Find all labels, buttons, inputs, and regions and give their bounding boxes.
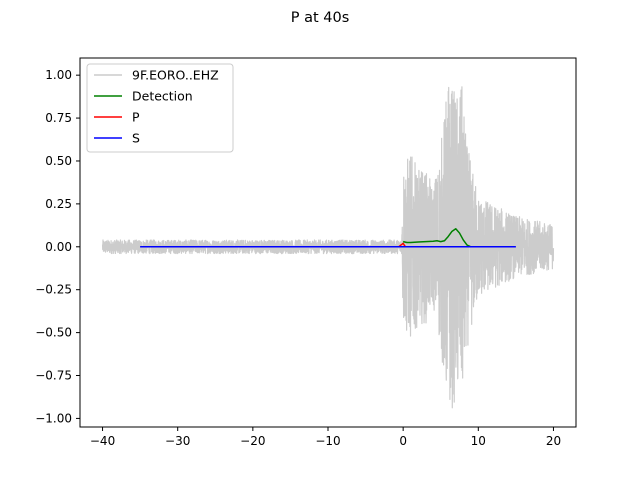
y-tick-label: 1.00 [45,68,72,82]
x-tick-label: −40 [90,434,115,448]
y-tick-label: −1.00 [35,411,72,425]
series-line-0 [101,86,555,409]
legend-label: Detection [132,89,193,104]
y-tick-label: −0.25 [35,283,72,297]
x-axis: −40 −30 −20 −10 0 10 20 [90,427,561,448]
legend: 9F.EORO..EHZ Detection PS [86,63,234,153]
x-tick-label: 10 [471,434,486,448]
x-tick-label: −10 [315,434,340,448]
y-tick-label: −0.50 [35,326,72,340]
legend-label: S [132,131,140,146]
y-tick-label: 0.75 [45,111,72,125]
chart-title: P at 40s [291,10,350,26]
x-tick-label: 0 [399,434,407,448]
x-tick-label: 20 [546,434,561,448]
series-line-1 [402,228,472,248]
x-tick-label: −20 [240,434,265,448]
y-tick-label: 0.50 [45,154,72,168]
y-axis: −1.00 −0.75 −0.50 −0.25 0.00 0.25 0.50 0.75 1.00 [35,68,80,425]
y-tick-label: 0.25 [45,197,72,211]
y-tick-label: −0.75 [35,369,72,383]
legend-label: P [132,110,140,125]
legend-box [86,63,234,153]
x-tick-label: −30 [165,434,190,448]
legend-label: 9F.EORO..EHZ [132,68,219,83]
series-line-2 [398,242,407,248]
series-layer [101,86,555,409]
y-tick-label: 0.00 [45,240,72,254]
